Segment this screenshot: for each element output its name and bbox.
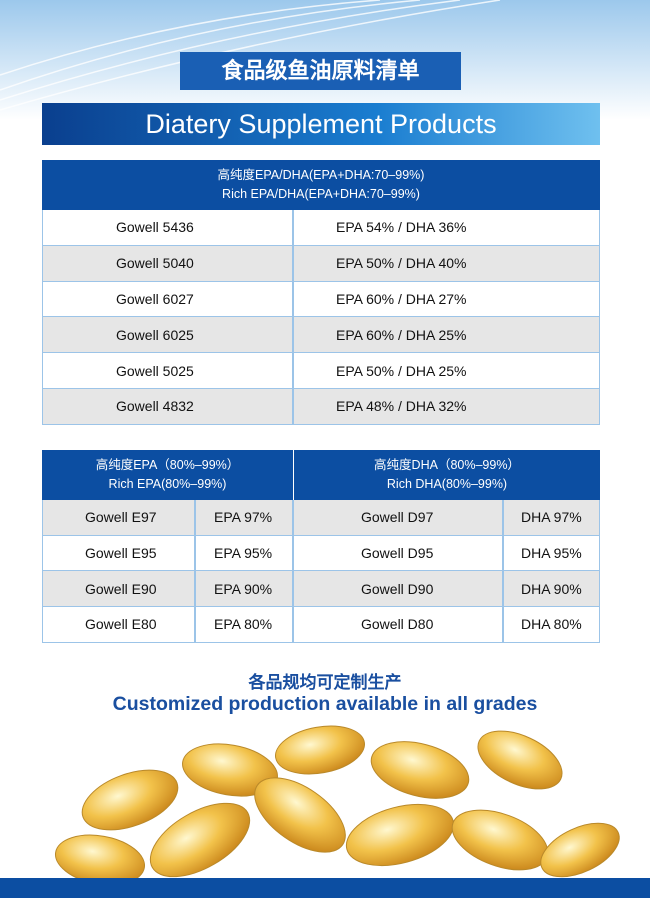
table-cell: EPA 60% / DHA 27%	[293, 281, 600, 318]
table-cell: Gowell D90	[293, 571, 503, 608]
header-line: Rich EPA/DHA(EPA+DHA:70–99%)	[222, 187, 420, 201]
table-cell: EPA 90%	[195, 571, 293, 608]
header-line: 高纯度EPA/DHA(EPA+DHA:70–99%)	[217, 168, 425, 182]
table-cell: Gowell 5436	[42, 210, 293, 246]
en-title: Diatery Supplement Products	[145, 109, 497, 139]
table-cell: Gowell E80	[42, 607, 195, 643]
table-cell: EPA 95%	[195, 535, 293, 572]
table-cell: Gowell 5025	[42, 353, 293, 389]
table-cell: DHA 80%	[503, 607, 600, 643]
table-cell: Gowell 6027	[42, 281, 293, 318]
table-cell: EPA 97%	[195, 500, 293, 536]
table-cell: Gowell E95	[42, 535, 195, 572]
table-cell: EPA 50% / DHA 25%	[293, 353, 600, 389]
header-line: Rich DHA(80%–99%)	[386, 477, 508, 491]
table-header: 高纯度DHA（80%–99%） Rich DHA(80%–99%)	[293, 450, 600, 500]
table-cell: Gowell 4832	[42, 389, 293, 425]
table-cell: DHA 97%	[503, 500, 600, 536]
table-cell: Gowell 5040	[42, 245, 293, 282]
cn-title: 食品级鱼油原料清单	[221, 58, 420, 83]
table-cell: Gowell E90	[42, 571, 195, 608]
table-cell: Gowell 6025	[42, 317, 293, 354]
table-cell: Gowell D95	[293, 535, 503, 572]
table-cell: Gowell D97	[293, 500, 503, 536]
header-line: Rich EPA(80%–99%)	[108, 477, 227, 491]
table-cell: Gowell E97	[42, 500, 195, 536]
table-cell: EPA 50% / DHA 40%	[293, 245, 600, 282]
table-cell: EPA 60% / DHA 25%	[293, 317, 600, 354]
table-header: 高纯度EPA（80%–99%） Rich EPA(80%–99%)	[42, 450, 293, 500]
table-cell: EPA 48% / DHA 32%	[293, 389, 600, 425]
table-cell: EPA 54% / DHA 36%	[293, 210, 600, 246]
header-line: 高纯度DHA（80%–99%）	[374, 458, 520, 472]
table-header: 高纯度EPA/DHA(EPA+DHA:70–99%) Rich EPA/DHA(E…	[42, 160, 600, 210]
footer-cn: 各品规均可定制生产	[248, 673, 402, 692]
table-cell: DHA 95%	[503, 535, 600, 572]
table-cell: EPA 80%	[195, 607, 293, 643]
header-line: 高纯度EPA（80%–99%）	[95, 458, 240, 472]
footer-en: Customized production available in all g…	[112, 693, 538, 715]
table-cell: Gowell D80	[293, 607, 503, 643]
table-cell: DHA 90%	[503, 571, 600, 608]
